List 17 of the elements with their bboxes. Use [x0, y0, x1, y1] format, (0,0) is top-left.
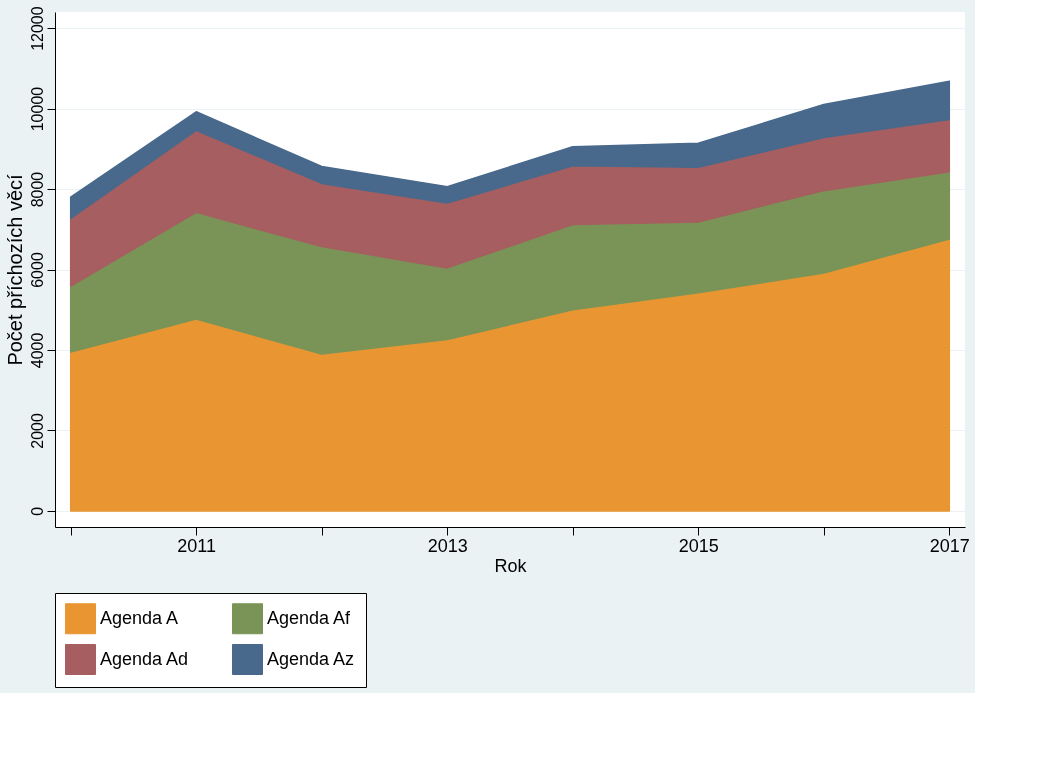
y-tick-label: 6000 — [28, 252, 46, 288]
y-tick-label: 0 — [28, 506, 46, 516]
x-tick-label: 2015 — [678, 535, 719, 556]
x-axis-title: Rok — [494, 555, 528, 576]
legend-label: Agenda Af — [267, 607, 352, 628]
legend-label: Agenda A — [100, 607, 179, 628]
y-tick-label: 2000 — [28, 413, 46, 449]
x-tick-label: 2011 — [177, 535, 217, 556]
x-tick-label: 2017 — [929, 535, 970, 556]
y-tick-label: 4000 — [28, 332, 46, 369]
legend-label: Agenda Ad — [100, 648, 189, 669]
legend-label: Agenda Az — [267, 648, 355, 669]
y-tick-label: 8000 — [28, 171, 46, 208]
y-tick-label: 10000 — [28, 86, 46, 132]
y-tick-label: 12000 — [28, 6, 46, 51]
y-axis-title: Počet příchozích věcí — [3, 173, 26, 366]
x-tick-label: 2013 — [427, 535, 468, 556]
